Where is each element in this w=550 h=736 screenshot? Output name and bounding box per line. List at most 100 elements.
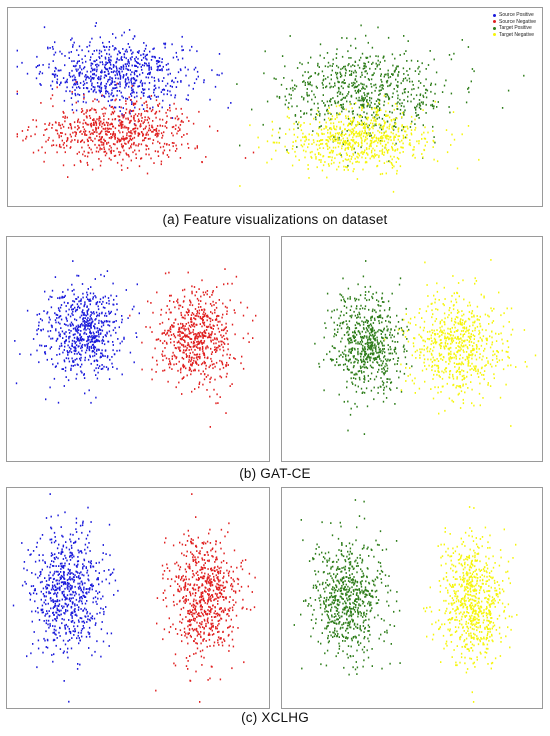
- scatter-point: [342, 137, 344, 140]
- scatter-point: [196, 297, 199, 300]
- scatter-point: [132, 102, 135, 105]
- scatter-point: [224, 268, 226, 270]
- scatter-point: [208, 335, 210, 337]
- scatter-point: [112, 143, 115, 145]
- scatter-point: [127, 128, 129, 131]
- scatter-point: [48, 321, 50, 324]
- scatter-point: [93, 131, 95, 133]
- scatter-point: [80, 314, 83, 317]
- scatter-point: [98, 49, 101, 52]
- scatter-point: [70, 321, 73, 324]
- scatter-point: [441, 319, 443, 322]
- scatter-point: [224, 327, 226, 330]
- scatter-point: [74, 139, 76, 141]
- scatter-point: [113, 87, 115, 90]
- scatter-point: [197, 315, 200, 318]
- scatter-point: [395, 84, 398, 87]
- scatter-point: [362, 151, 365, 154]
- scatter-point: [347, 330, 349, 333]
- scatter-point: [134, 123, 136, 126]
- scatter-point: [418, 99, 421, 101]
- scatter-point: [92, 336, 94, 339]
- scatter-point: [337, 139, 339, 141]
- scatter-point: [386, 94, 389, 96]
- scatter-point: [211, 360, 213, 363]
- scatter-point: [84, 130, 87, 132]
- scatter-point: [416, 349, 418, 352]
- scatter-point: [414, 129, 416, 131]
- scatter-point: [454, 366, 456, 368]
- scatter-point: [361, 109, 363, 112]
- scatter-point: [340, 68, 342, 71]
- scatter-point: [53, 73, 55, 76]
- scatter-point: [74, 83, 77, 86]
- scatter-point: [403, 318, 405, 321]
- scatter-point: [275, 78, 277, 80]
- scatter-point: [337, 80, 339, 83]
- scatter-point: [355, 372, 357, 375]
- scatter-point: [340, 299, 342, 302]
- scatter-point: [157, 69, 159, 72]
- scatter-point: [393, 348, 395, 351]
- scatter-point: [304, 81, 306, 84]
- scatter-point: [141, 104, 143, 107]
- panel-b-source: [6, 236, 270, 462]
- scatter-point: [62, 125, 65, 128]
- scatter-point: [169, 327, 171, 330]
- scatter-point: [80, 111, 83, 113]
- scatter-point: [348, 91, 350, 93]
- scatter-point: [169, 360, 171, 363]
- scatter-point: [445, 129, 448, 131]
- scatter-point: [341, 351, 344, 354]
- scatter-point: [344, 82, 346, 84]
- scatter-point: [75, 319, 78, 322]
- scatter-point: [58, 69, 60, 72]
- scatter-point: [354, 37, 357, 40]
- scatter-point: [360, 56, 362, 59]
- scatter-point: [383, 355, 386, 357]
- scatter-point: [30, 353, 32, 356]
- scatter-point: [107, 367, 109, 370]
- scatter-point: [207, 346, 209, 349]
- scatter-point: [383, 162, 386, 164]
- scatter-point: [103, 146, 105, 149]
- scatter-point: [297, 127, 299, 129]
- scatter-point: [242, 367, 245, 370]
- scatter-point: [343, 300, 346, 302]
- scatter-point: [145, 76, 147, 79]
- scatter-point: [87, 335, 89, 338]
- scatter-point: [153, 91, 155, 94]
- scatter-point: [227, 106, 229, 109]
- scatter-point: [63, 99, 66, 102]
- scatter-point: [84, 303, 86, 305]
- scatter-point: [455, 357, 457, 360]
- scatter-point: [164, 354, 166, 357]
- scatter-point: [169, 294, 171, 297]
- scatter-point: [160, 132, 163, 135]
- scatter-point: [432, 397, 435, 400]
- scatter-point: [93, 124, 95, 126]
- scatter-point: [72, 131, 74, 134]
- scatter-point: [93, 73, 95, 76]
- scatter-point: [145, 57, 147, 60]
- scatter-point: [130, 81, 133, 84]
- scatter-point: [345, 354, 347, 356]
- scatter-point: [216, 324, 218, 327]
- scatter-point: [58, 136, 60, 139]
- scatter-point: [336, 331, 339, 333]
- scatter-point: [382, 127, 384, 130]
- scatter-point: [122, 68, 125, 70]
- scatter-point: [187, 99, 189, 101]
- scatter-point: [369, 67, 371, 70]
- scatter-point: [120, 138, 122, 141]
- scatter-point: [340, 154, 342, 156]
- scatter-point: [94, 340, 96, 343]
- scatter-point: [82, 122, 84, 125]
- scatter-point: [108, 302, 110, 305]
- scatter-point: [116, 73, 119, 76]
- scatter-point: [339, 76, 342, 78]
- scatter-point: [70, 39, 72, 41]
- scatter-point: [151, 356, 154, 359]
- scatter-point: [211, 363, 214, 366]
- scatter-point: [343, 353, 345, 356]
